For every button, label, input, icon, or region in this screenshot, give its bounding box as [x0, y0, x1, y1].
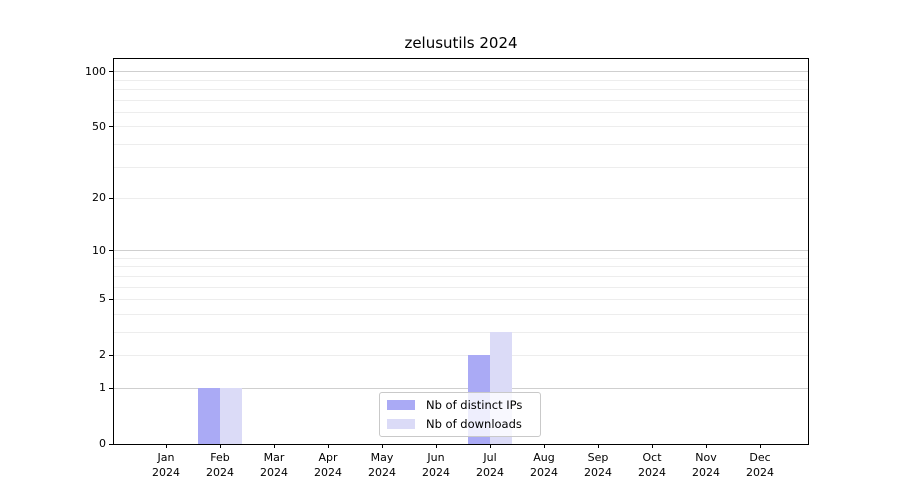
x-tick-label-feb-2024: Feb 2024 — [193, 450, 247, 480]
y-tick-label-0: 0 — [99, 437, 106, 450]
y-tick-label-5: 5 — [99, 292, 106, 306]
y-tick-label-2: 2 — [99, 348, 106, 362]
gridline-minor-7 — [114, 275, 808, 277]
y-tick-label-50: 50 — [92, 119, 106, 133]
y-tick-mark-50 — [109, 126, 113, 128]
bar-nb-of-distinct-ips-feb-2024 — [198, 388, 220, 444]
y-tick-mark-100 — [109, 71, 113, 73]
x-tick-label-line: Mar — [263, 451, 285, 464]
x-tick-label-line: 2024 — [584, 466, 612, 479]
x-tick-mark-sep-2024 — [597, 444, 599, 448]
gridline-minor-9 — [114, 257, 808, 259]
gridline-minor-30 — [114, 166, 808, 168]
x-tick-mark-may-2024 — [381, 444, 383, 448]
gridline-minor-4 — [114, 313, 808, 315]
gridline-minor-40 — [114, 144, 808, 145]
x-tick-label-line: Oct — [642, 451, 662, 464]
legend-swatch-downloads — [387, 419, 415, 429]
plot-area: 0 1 2 5 10 20 50 100 Jan 2024 Feb 2024 Mar 2024 Apr 202… — [85, 58, 809, 479]
y-tick-label-1: 1 — [99, 381, 106, 395]
legend: Nb of distinct IPs Nb of downloads — [379, 392, 541, 437]
x-tick-label-line: Jan — [157, 451, 175, 464]
x-tick-label-line: 2024 — [206, 466, 234, 479]
x-tick-label-aug-2024: Aug 2024 — [517, 450, 571, 480]
x-tick-label-line: Apr — [318, 451, 338, 464]
y-tick-mark-0 — [109, 443, 113, 445]
gridline-major-100 — [114, 71, 808, 73]
x-tick-mark-jun-2024 — [435, 444, 437, 448]
x-tick-label-line: 2024 — [530, 466, 558, 479]
x-tick-label-line: Aug — [533, 451, 555, 464]
x-tick-mark-nov-2024 — [705, 444, 707, 448]
x-tick-label-dec-2024: Dec 2024 — [733, 450, 787, 480]
x-tick-mark-feb-2024 — [219, 444, 221, 448]
gridline-minor-6 — [114, 286, 808, 288]
y-tick-mark-2 — [109, 354, 113, 356]
x-tick-label-line: 2024 — [368, 466, 396, 479]
x-tick-label-jul-2024: Jul 2024 — [463, 450, 517, 480]
legend-entry-distinct-ips: Nb of distinct IPs — [387, 397, 532, 413]
gridline-minor-8 — [114, 266, 808, 268]
y-tick-label-10: 10 — [92, 243, 106, 257]
axis-layer: 0 1 2 5 10 20 50 100 Jan 2024 Feb 2024 Mar 2024 Apr 202… — [85, 59, 808, 479]
legend-entry-downloads: Nb of downloads — [387, 416, 532, 432]
x-tick-mark-aug-2024 — [543, 444, 545, 448]
grid-layer — [114, 59, 808, 444]
gridline-minor-90 — [114, 79, 808, 81]
gridline-minor-5 — [114, 298, 808, 300]
gridline-major-1 — [114, 387, 808, 389]
y-tick-label-20: 20 — [92, 191, 106, 205]
x-tick-label-oct-2024: Oct 2024 — [625, 450, 679, 480]
x-tick-label-line: May — [370, 451, 394, 464]
x-tick-label-may-2024: May 2024 — [355, 450, 409, 480]
gridline-minor-60 — [114, 111, 808, 113]
x-tick-label-line: 2024 — [314, 466, 342, 479]
x-tick-mark-jan-2024 — [165, 444, 167, 448]
x-tick-label-line: 2024 — [692, 466, 720, 479]
gridline-minor-70 — [114, 99, 808, 101]
x-tick-label-line: 2024 — [476, 466, 504, 479]
gridline-minor-3 — [114, 331, 808, 333]
x-tick-label-jun-2024: Jun 2024 — [409, 450, 463, 480]
x-tick-label-line: 2024 — [152, 466, 180, 479]
x-tick-label-line: Sep — [587, 451, 609, 464]
x-tick-mark-mar-2024 — [273, 444, 275, 448]
x-tick-label-line: 2024 — [260, 466, 288, 479]
y-tick-mark-10 — [109, 250, 113, 252]
x-tick-label-line: 2024 — [746, 466, 774, 479]
x-tick-label-mar-2024: Mar 2024 — [247, 450, 301, 480]
bar-nb-of-downloads-feb-2024 — [220, 388, 242, 444]
x-tick-label-line: Nov — [695, 451, 717, 464]
x-tick-label-jan-2024: Jan 2024 — [139, 450, 193, 480]
legend-label-downloads: Nb of downloads — [426, 417, 522, 431]
x-tick-mark-oct-2024 — [651, 444, 653, 448]
y-tick-mark-1 — [109, 387, 113, 389]
x-tick-label-line: Feb — [210, 451, 230, 464]
gridline-minor-2 — [114, 354, 808, 356]
gridline-minor-50 — [114, 126, 808, 128]
y-tick-mark-20 — [109, 197, 113, 199]
x-tick-label-line: Jul — [483, 451, 497, 464]
x-tick-label-line: 2024 — [422, 466, 450, 479]
y-tick-label-100: 100 — [85, 64, 106, 78]
gridline-minor-80 — [114, 89, 808, 91]
chart-title: zelusutils 2024 — [404, 34, 518, 52]
x-tick-label-sep-2024: Sep 2024 — [571, 450, 625, 480]
x-tick-label-apr-2024: Apr 2024 — [301, 450, 355, 480]
x-tick-mark-dec-2024 — [759, 444, 761, 448]
x-tick-mark-jul-2024 — [489, 444, 491, 448]
x-tick-label-line: Jun — [427, 451, 445, 464]
x-tick-label-line: Dec — [749, 451, 771, 464]
legend-swatch-distinct-ips — [387, 400, 415, 410]
x-tick-label-nov-2024: Nov 2024 — [679, 450, 733, 480]
x-tick-mark-apr-2024 — [327, 444, 329, 448]
legend-label-distinct-ips: Nb of distinct IPs — [426, 398, 523, 412]
y-tick-mark-5 — [109, 298, 113, 300]
gridline-minor-20 — [114, 197, 808, 199]
gridline-major-10 — [114, 250, 808, 252]
x-tick-label-line: 2024 — [638, 466, 666, 479]
